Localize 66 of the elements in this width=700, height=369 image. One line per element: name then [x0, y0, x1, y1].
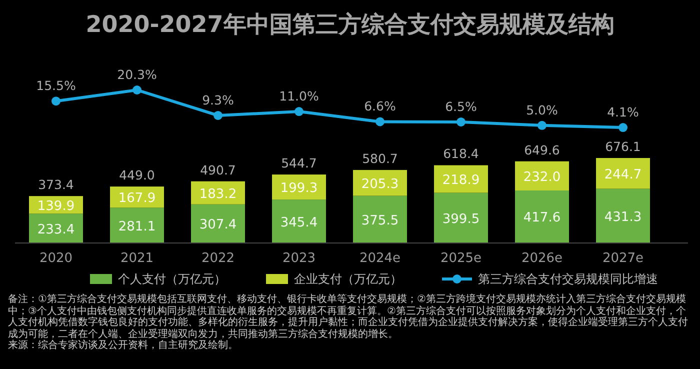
x-tick-label: 2026e	[521, 251, 563, 266]
legend-label: 企业支付（万亿元）	[294, 272, 402, 286]
total-label: 373.4	[38, 177, 74, 192]
data-label: 345.4	[280, 215, 318, 230]
data-label: 11.0%	[279, 88, 319, 104]
data-label: 15.5%	[36, 78, 76, 94]
bar	[272, 200, 326, 243]
bar	[110, 208, 164, 243]
point	[456, 117, 466, 126]
data-label: 183.2	[199, 186, 237, 202]
bar	[29, 214, 83, 243]
text: 备注：①第三方综合支付交易规模包括互联网支付、移动支付、银行卡收单等支付交易规模；②第三方跨境支付交易规模亦统计入第三方综合支付交易规模中；③个人支付中由钱包侧支付机构同步提供直连收单服务的交易规模不再重复计算。②第三方综合支付可以按照服务对象划分为个人支付和企业支付，个人支付机构凭借数字钱包良好的支付功能、多样化的衍生服务，提升用户黏性；而企业支付凭借为企业提供支付解决方案，使得企业端受理第三方个人支付成为可能，二者在个人端、企业受理端双向发力，共同推动第三方综合支付规模的增长。	[8, 294, 689, 340]
data-label: 167.9	[118, 191, 156, 206]
chart-title: 2020-2027年中国第三方综合支付交易规模及结构	[86, 11, 614, 38]
x-tick-label: 2021	[120, 251, 154, 266]
total-label: 580.7	[362, 150, 398, 166]
x-tick-label: 2020	[39, 251, 73, 266]
total-label: 490.7	[200, 162, 236, 178]
bar	[596, 158, 650, 189]
bar	[596, 188, 650, 243]
point	[618, 123, 628, 132]
bar	[515, 161, 569, 190]
data-label: 218.9	[442, 173, 480, 188]
total-label: 676.1	[605, 139, 641, 154]
data-label: 431.3	[604, 210, 642, 225]
data-label: 5.0%	[526, 102, 558, 118]
total-label: 449.0	[119, 168, 155, 183]
bar	[434, 165, 488, 193]
data-label: 417.6	[523, 210, 561, 226]
x-tick-label: 2024e	[359, 251, 401, 266]
point	[376, 117, 384, 126]
bar	[434, 192, 488, 243]
point	[294, 107, 304, 116]
point	[214, 110, 222, 120]
data-label: 9.3%	[202, 92, 234, 108]
legend-label: 第三方综合支付交易规模同比增速	[478, 272, 658, 286]
data-label: 6.5%	[445, 98, 477, 114]
bar	[515, 190, 569, 243]
bar	[191, 204, 245, 243]
data-label: 399.5	[442, 212, 480, 227]
data-label: 139.9	[37, 198, 75, 214]
data-label: 233.4	[37, 222, 75, 238]
data-label: 199.3	[280, 181, 318, 196]
data-label: 205.3	[361, 176, 399, 192]
data-label: 307.4	[199, 218, 237, 233]
data-label: 6.6%	[364, 98, 396, 114]
total-label: 618.4	[443, 146, 479, 162]
x-tick-label: 2022	[201, 251, 235, 266]
data-label: 244.7	[604, 167, 642, 182]
x-tick-label: 2027e	[602, 251, 644, 266]
data-label: 20.3%	[117, 67, 157, 82]
x-tick-label: 2023	[282, 251, 316, 266]
bar	[353, 170, 407, 196]
total-label: 649.6	[524, 142, 560, 158]
bar	[353, 196, 407, 243]
data-label: 4.1%	[607, 104, 639, 120]
data-label: 232.0	[523, 170, 561, 185]
data-label: 281.1	[118, 219, 156, 234]
total-label: 544.7	[281, 156, 317, 171]
point	[132, 86, 142, 94]
point	[538, 120, 546, 130]
x-tick-label: 2025e	[440, 251, 482, 266]
legend-label: 个人支付（万亿元）	[118, 272, 226, 286]
data-label: 375.5	[361, 213, 399, 228]
source-note: 来源：综合专家访谈及公开资料，自主研究及绘制。	[8, 340, 238, 352]
point	[52, 96, 60, 106]
